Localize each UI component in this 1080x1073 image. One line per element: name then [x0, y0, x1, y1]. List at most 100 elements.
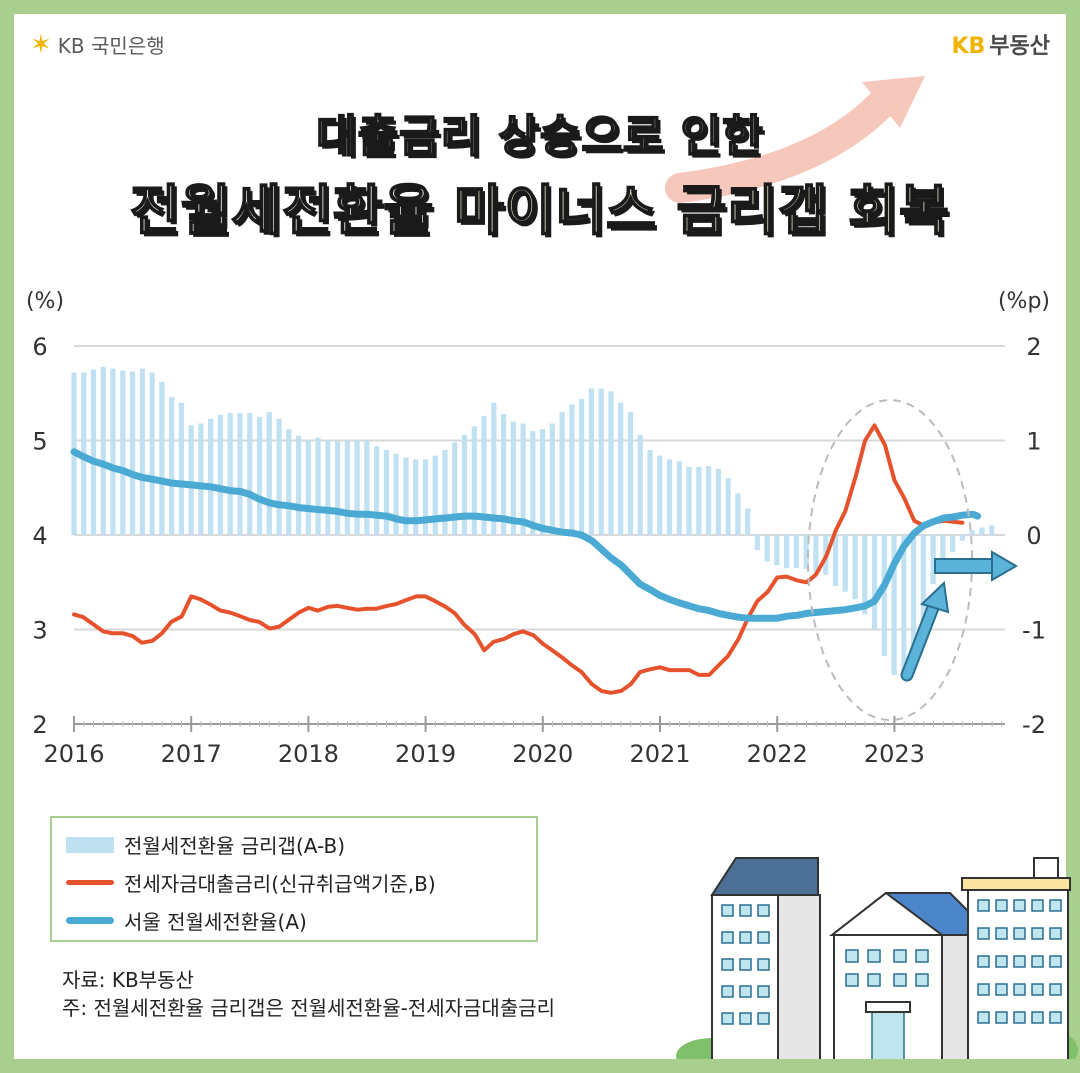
gap-bar — [129, 371, 136, 535]
gap-bar — [725, 478, 731, 535]
gap-bar — [549, 423, 555, 535]
gap-bar — [422, 459, 429, 535]
title-line2-highlight: 마이너스 금리갭 회복 — [453, 178, 950, 243]
title-line-2: 전월세전환율 마이너스 금리갭 회복 — [0, 166, 1080, 245]
title-line1-highlight: 대출금리 상승 — [315, 110, 582, 163]
legend-item-gap: 전월세전환율 금리갭(A-B) — [66, 830, 345, 859]
x-tick-label: 2018 — [278, 740, 339, 768]
right-tick-label: 1 — [1026, 428, 1041, 456]
gap-bar — [676, 461, 682, 535]
gap-bar — [325, 439, 331, 535]
source-note: 자료: KB부동산 — [62, 968, 194, 992]
gap-bar — [559, 412, 565, 535]
gap-bar — [959, 535, 966, 541]
gap-bar — [452, 442, 458, 535]
gap-bar — [149, 372, 155, 535]
gap-bar — [188, 425, 194, 535]
gap-bar — [705, 466, 712, 535]
gap-bar — [647, 449, 653, 535]
gap-bar — [530, 431, 536, 535]
gap-bar — [520, 423, 526, 535]
legend-swatch-blue-line — [66, 917, 114, 924]
gap-bar — [930, 535, 936, 585]
x-tick-label: 2017 — [161, 740, 222, 768]
gap-bar — [178, 402, 184, 535]
gap-bar — [461, 434, 468, 535]
kb-estate-logo: KB 부동산 — [951, 28, 1050, 60]
gap-bar — [334, 441, 341, 535]
gap-bar — [940, 535, 946, 566]
title-line-1: 대출금리 상승으로 인한 — [0, 100, 1080, 164]
gap-bar — [862, 535, 868, 615]
gap-bar — [598, 388, 604, 535]
left-tick-label: 6 — [32, 333, 47, 361]
legend-swatch-bar — [66, 836, 114, 853]
gap-bar — [637, 434, 643, 535]
gap-bar — [169, 397, 175, 535]
legend-item-loan: 전세자금대출금리(신규취급액기준,B) — [66, 868, 436, 897]
gap-bar — [657, 455, 663, 535]
gap-bar — [354, 440, 360, 535]
x-tick-label: 2021 — [629, 740, 690, 768]
gap-bar — [579, 398, 585, 535]
gap-bar — [413, 459, 419, 535]
gap-bar — [139, 368, 145, 535]
gap-bar — [266, 412, 272, 535]
gap-bar — [696, 466, 702, 535]
title-line2-dark: 전월세전환율 — [129, 178, 435, 243]
gap-bar — [90, 369, 97, 535]
gap-bar — [540, 429, 546, 535]
gap-bar — [764, 535, 770, 562]
gap-bar — [276, 418, 282, 535]
loan-rate-line — [72, 423, 965, 695]
gap-bar — [715, 468, 721, 535]
kb-bank-logo: ✶ KB 국민은행 — [30, 30, 165, 59]
gap-bar — [901, 535, 907, 677]
gap-bar — [881, 535, 887, 656]
legend-label-conversion: 서울 전월세전환율(A) — [124, 910, 307, 934]
left-tick-label: 4 — [32, 522, 47, 550]
x-tick-label: 2023 — [864, 740, 925, 768]
gap-bar — [852, 535, 858, 600]
gap-bar — [364, 440, 370, 535]
gap-bar — [774, 535, 780, 566]
estate-logo-text: 부동산 — [989, 34, 1050, 59]
gap-bar — [910, 535, 917, 668]
gap-bar — [110, 368, 116, 535]
gap-bar — [198, 423, 204, 535]
left-tick-label: 2 — [32, 711, 47, 739]
gap-bar — [100, 366, 106, 535]
gap-bar — [735, 493, 741, 535]
gap-bar — [344, 440, 350, 535]
left-tick-label: 3 — [32, 617, 47, 645]
gap-bar — [295, 435, 302, 535]
gap-bar — [237, 413, 243, 535]
legend-label-loan: 전세자금대출금리(신규취급액기준,B) — [124, 872, 436, 896]
x-tick-label: 2019 — [395, 740, 456, 768]
gap-bar — [208, 418, 214, 535]
gap-bar — [842, 535, 848, 592]
gap-bar — [393, 453, 399, 535]
gap-bar — [227, 413, 233, 535]
gap-bar — [120, 370, 126, 535]
gap-bar — [803, 535, 809, 570]
gap-bar — [256, 416, 263, 535]
gap-bar — [442, 449, 448, 535]
gap-bar — [374, 446, 380, 535]
gap-bar — [666, 459, 673, 535]
gap-bar — [588, 388, 595, 535]
gap-bar — [979, 527, 985, 535]
gap-bar — [569, 404, 575, 535]
gap-bar — [286, 429, 292, 535]
left-tick-label: 5 — [32, 428, 47, 456]
gap-bar — [403, 457, 409, 535]
gap-bar — [989, 525, 995, 535]
bank-logo-text: KB 국민은행 — [57, 34, 165, 58]
right-tick-label: 0 — [1026, 522, 1041, 550]
footnote: 주: 전월세전환율 금리갭은 전월세전환율-전세자금대출금리 — [62, 996, 556, 1020]
gap-bar — [383, 449, 390, 535]
gap-bar — [784, 535, 790, 569]
chart: 2 3 4 5 6 -2 -1 0 1 2 (%) (%p) 2016 2017 2018 2019 2020 2… — [26, 289, 1050, 768]
right-tick-label: 2 — [1026, 333, 1041, 361]
